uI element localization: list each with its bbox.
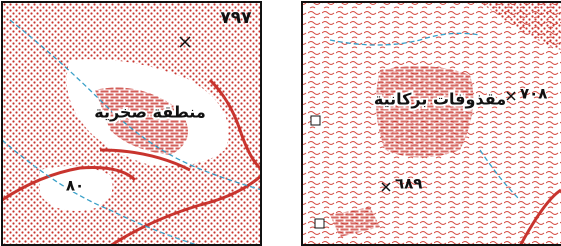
point-label: ٦٨٩ [395, 175, 422, 193]
maps: ٧٩٧ منطقة صخرية ٨٠ مقذوفات بركانية ٧٠٨ ٦… [0, 0, 561, 246]
left-map: ٧٩٧ منطقة صخرية ٨٠ [2, 2, 262, 246]
area-label: منطقة صخرية [94, 103, 205, 122]
page: ٧٩٧ منطقة صخرية ٨٠ مقذوفات بركانية ٧٠٨ ٦… [0, 0, 561, 246]
contour-label: ٨٠ [66, 177, 84, 195]
right-map: مقذوفات بركانية ٧٠٨ ٦٨٩ [302, 2, 561, 246]
area-label: مقذوفات بركانية [374, 90, 506, 109]
square-marker [311, 116, 320, 125]
volcanic-area [376, 66, 473, 158]
square-marker [315, 219, 324, 228]
point-label: ٧٠٨ [520, 85, 547, 103]
elevation-label: ٧٩٧ [220, 8, 252, 28]
